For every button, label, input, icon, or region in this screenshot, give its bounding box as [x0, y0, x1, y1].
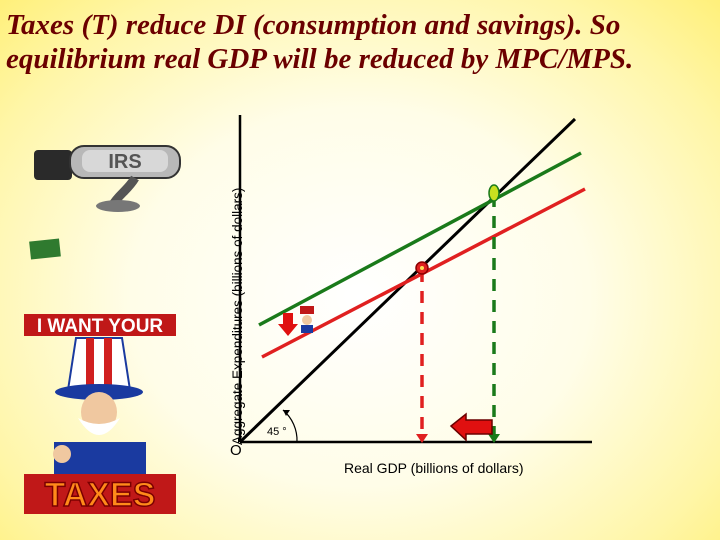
angle-arrowhead [283, 410, 290, 416]
reduced-equilibrium-point-center [420, 266, 424, 270]
irs-label: IRS [108, 151, 141, 173]
reduced-dropline-arrowhead [416, 434, 428, 443]
irs-vacuum-clipart: IRS [29, 145, 181, 260]
slide-title-line-1: Taxes (T) reduce DI (consumption and sav… [6, 9, 621, 41]
original-dropline-arrowhead [488, 434, 500, 443]
taxes-text: TAXES [45, 476, 156, 514]
tax-collector-icon [300, 306, 314, 333]
x-axis-label: Real GDP (billions of dollars) [344, 460, 524, 476]
banner-text: I WANT YOUR [37, 316, 164, 337]
slide-title: Taxes (T) reduce DI (consumption and sav… [6, 8, 716, 76]
leftward-shift-arrow [449, 412, 493, 442]
downward-shift-arrow [278, 313, 298, 336]
dollar-bill-icon [29, 238, 61, 260]
y-axis-label: Aggregate Expenditures (billions of doll… [230, 187, 245, 445]
original-equilibrium-point [488, 184, 500, 202]
uncle-sam-clipart: I WANT YOUR TAXES [24, 314, 176, 515]
angle-label: 45 ° [267, 426, 287, 438]
origin-label: O [230, 442, 242, 459]
slide-title-line-2: equilibrium real GDP will be reduced by … [6, 43, 634, 75]
original-ae-line [258, 151, 582, 327]
